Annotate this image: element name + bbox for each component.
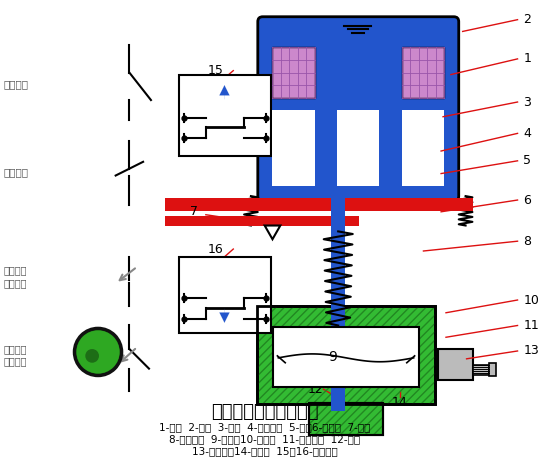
Text: 12: 12 xyxy=(308,383,323,396)
Text: 6: 6 xyxy=(523,194,531,207)
Text: 延时闭合
常开触头: 延时闭合 常开触头 xyxy=(4,344,27,366)
Bar xyxy=(331,198,345,411)
Bar xyxy=(309,403,383,435)
Text: 5: 5 xyxy=(523,154,531,167)
Bar xyxy=(179,257,271,333)
Text: 2: 2 xyxy=(523,13,531,26)
Text: 3: 3 xyxy=(523,95,531,108)
Bar xyxy=(165,216,359,225)
Text: 8: 8 xyxy=(523,235,531,248)
Bar xyxy=(402,110,444,186)
Circle shape xyxy=(77,331,120,373)
Text: 4: 4 xyxy=(523,127,531,140)
Text: 14: 14 xyxy=(392,396,408,409)
Text: 延时断开
常闭触头: 延时断开 常闭触头 xyxy=(4,265,27,288)
Text: 8-塔形弹簧  9-弱弹簧10-橡皮膜  11-空气室壁  12-活塞: 8-塔形弹簧 9-弱弹簧10-橡皮膜 11-空气室壁 12-活塞 xyxy=(169,434,360,444)
Text: 1-线圈  2-铁心  3-衔铁  4-反力弹簧  5-推板6-活塞杆  7-杠杆: 1-线圈 2-铁心 3-衔铁 4-反力弹簧 5-推板6-活塞杆 7-杠杆 xyxy=(159,422,370,432)
Bar xyxy=(257,306,435,404)
Bar xyxy=(273,47,315,98)
Text: 16: 16 xyxy=(208,242,224,255)
Bar xyxy=(179,75,271,156)
Circle shape xyxy=(85,349,99,363)
Text: 13: 13 xyxy=(523,344,539,357)
Bar xyxy=(257,306,435,404)
Bar xyxy=(337,110,379,186)
Text: 瞬动常闭: 瞬动常闭 xyxy=(4,168,29,177)
Text: 通电延时型时间继电器: 通电延时型时间继电器 xyxy=(211,403,319,421)
Bar xyxy=(438,349,473,380)
FancyBboxPatch shape xyxy=(258,17,459,201)
Text: 10: 10 xyxy=(523,294,539,307)
Bar xyxy=(473,365,489,374)
Text: 15: 15 xyxy=(208,64,224,77)
Text: 1: 1 xyxy=(523,53,531,65)
Bar xyxy=(309,403,383,435)
Circle shape xyxy=(74,328,121,375)
Bar xyxy=(489,363,496,377)
Bar xyxy=(257,306,435,404)
Text: 瞬动常开: 瞬动常开 xyxy=(4,79,29,89)
Bar xyxy=(402,47,444,98)
Bar xyxy=(273,327,419,387)
Bar xyxy=(273,110,315,186)
Text: 11: 11 xyxy=(523,319,539,332)
Text: 9: 9 xyxy=(328,350,337,364)
Text: 7: 7 xyxy=(190,205,198,219)
Bar xyxy=(309,403,383,435)
Text: 13-调节螺杆14-进气孔  15、16-微动开关: 13-调节螺杆14-进气孔 15、16-微动开关 xyxy=(192,446,337,456)
Bar xyxy=(165,198,473,211)
